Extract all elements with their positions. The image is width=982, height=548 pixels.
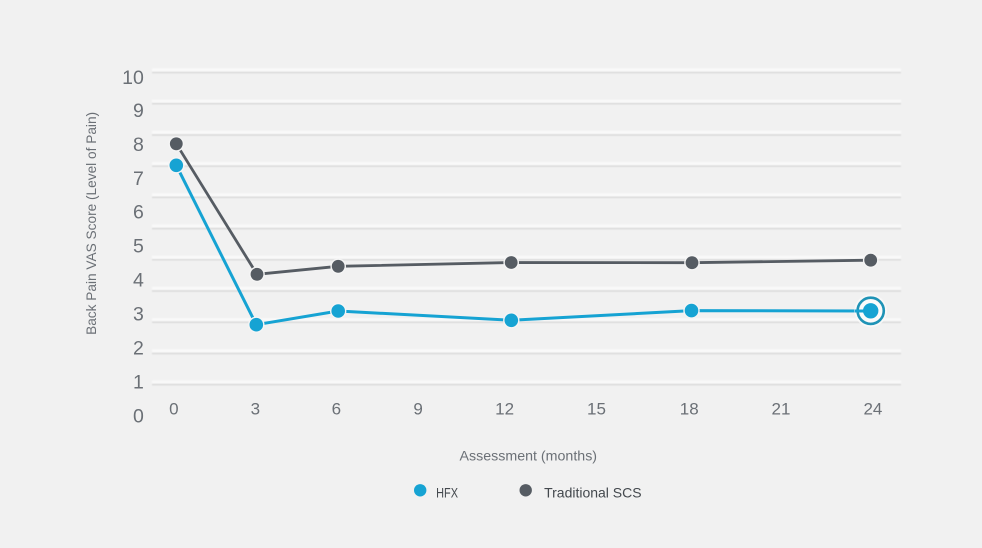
svg-text:3: 3 [251, 399, 260, 418]
svg-text:9: 9 [413, 399, 422, 418]
svg-text:0: 0 [169, 399, 178, 418]
svg-text:4: 4 [133, 270, 144, 292]
svg-text:9: 9 [133, 100, 144, 122]
svg-text:15: 15 [587, 399, 606, 418]
svg-text:0: 0 [133, 406, 144, 428]
svg-text:3: 3 [133, 304, 144, 326]
svg-text:21: 21 [772, 399, 791, 418]
svg-text:Assessment (months): Assessment (months) [460, 449, 598, 464]
svg-text:5: 5 [133, 236, 144, 258]
svg-text:12: 12 [495, 399, 514, 418]
svg-text:6: 6 [332, 399, 341, 418]
svg-text:Traditional SCS: Traditional SCS [544, 485, 642, 501]
svg-text:Back Pain VAS Score (Level of: Back Pain VAS Score (Level of Pain) [83, 112, 99, 335]
svg-text:1: 1 [133, 372, 144, 394]
svg-text:HFX: HFX [436, 485, 458, 501]
svg-text:10: 10 [122, 67, 144, 89]
svg-text:2: 2 [133, 338, 144, 360]
svg-text:7: 7 [133, 168, 144, 190]
svg-text:6: 6 [133, 202, 144, 224]
svg-text:18: 18 [680, 399, 699, 418]
svg-text:24: 24 [863, 399, 882, 418]
svg-text:8: 8 [133, 134, 144, 156]
